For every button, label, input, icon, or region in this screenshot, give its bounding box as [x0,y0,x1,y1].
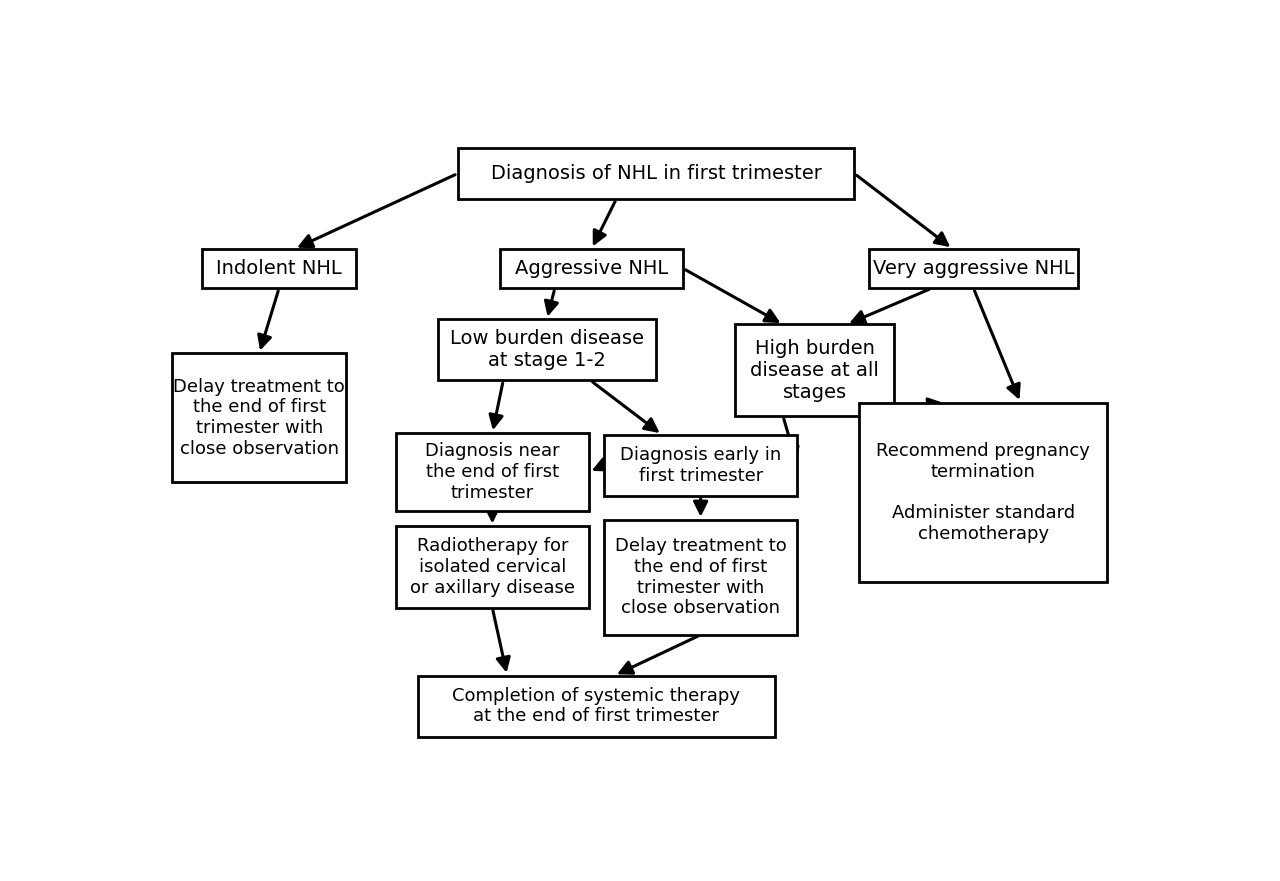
Text: Aggressive NHL: Aggressive NHL [515,259,668,278]
Text: Diagnosis of NHL in first trimester: Diagnosis of NHL in first trimester [490,164,822,183]
Text: Delay treatment to
the end of first
trimester with
close observation: Delay treatment to the end of first trim… [173,378,346,458]
Text: Recommend pregnancy
termination

Administer standard
chemotherapy: Recommend pregnancy termination Administ… [877,441,1091,543]
Text: Very aggressive NHL: Very aggressive NHL [873,259,1074,278]
Bar [499,248,684,288]
Bar [396,526,589,608]
Bar [396,433,589,511]
Bar [173,353,346,482]
Bar [202,248,356,288]
Bar [604,520,797,635]
Text: Low burden disease
at stage 1-2: Low burden disease at stage 1-2 [449,329,644,370]
Bar [438,320,657,381]
Text: Radiotherapy for
isolated cervical
or axillary disease: Radiotherapy for isolated cervical or ax… [410,537,575,596]
Text: Diagnosis early in
first trimester: Diagnosis early in first trimester [620,446,781,485]
Bar [458,148,855,199]
Bar [859,403,1107,582]
Bar [736,324,895,416]
Bar [604,434,797,496]
Text: Delay treatment to
the end of first
trimester with
close observation: Delay treatment to the end of first trim… [614,537,786,618]
Bar [869,248,1078,288]
Text: High burden
disease at all
stages: High burden disease at all stages [750,339,879,402]
Text: Completion of systemic therapy
at the end of first trimester: Completion of systemic therapy at the en… [453,686,740,725]
Text: Diagnosis near
the end of first
trimester: Diagnosis near the end of first trimeste… [425,442,559,502]
Text: Indolent NHL: Indolent NHL [216,259,342,278]
Bar [417,676,776,737]
